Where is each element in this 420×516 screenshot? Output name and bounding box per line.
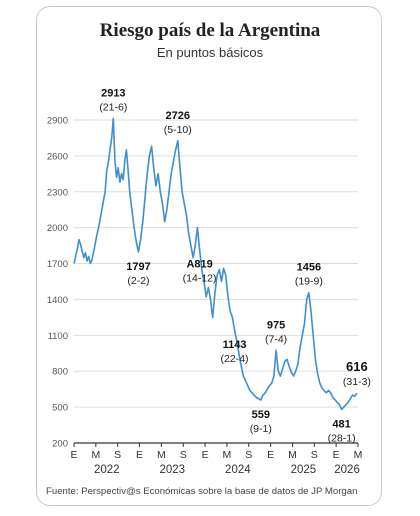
x-tick-label: S [180,449,187,461]
y-tick-label: 500 [52,403,68,414]
annotation-value: 616 [346,359,368,374]
x-tick-label: E [202,449,209,461]
annotation-date: (28-1) [328,432,356,444]
x-tick-label: E [333,449,340,461]
y-tick-label: 200 [52,439,68,450]
x-tick-label: E [136,449,143,461]
annotation-date: (7-4) [265,333,287,345]
x-tick-label: E [70,449,77,461]
x-tick-label: S [311,449,318,461]
chart-subtitle: En puntos básicos [156,45,264,60]
annotation-date: (9-1) [250,423,272,435]
y-axis-ticks: 2900 2600 2300 2000 1700 1400 1100 800 500 200 [47,115,68,449]
annotation-value: 1456 [297,262,321,274]
line-chart: 2900 2600 2300 2000 1700 1400 1100 800 500 200 E M… [47,87,371,476]
y-tick-label: 1400 [47,295,68,306]
source-note: Fuente: Perspectiv@s Económicas sobre la… [46,486,358,497]
annotation-date: (19-9) [295,276,323,288]
annotation-value: 975 [267,319,285,331]
x-tick-label: M [157,449,166,461]
grid-lines [74,119,358,408]
annotation-date: (22-4) [221,353,249,365]
x-year-label: 2022 [94,464,120,476]
y-tick-label: 2000 [47,223,68,234]
annotation-date: (21-6) [99,101,127,113]
x-year-label: 2025 [291,464,317,476]
series-line [73,117,358,411]
x-tick-label: S [245,449,252,461]
x-year-label: 2026 [334,464,360,476]
y-tick-label: 800 [52,367,68,378]
annotation-value: A819 [186,258,212,270]
y-tick-label: 1700 [47,259,68,270]
x-tick-label: M [91,449,100,461]
y-tick-label: 2900 [47,115,68,126]
series-path [73,117,358,411]
annotation-value: 481 [332,418,350,430]
x-year-label: 2024 [225,464,251,476]
y-tick-label: 2300 [47,187,68,198]
annotation-date: (31-3) [343,376,371,388]
x-tick-label: S [114,449,121,461]
annotations: 2913 (21-6) 1797 (2-2) 2726 (5-10) A819 (14-12)… [99,87,371,444]
y-tick-label: 1100 [48,331,68,342]
annotation-date: (5-10) [164,124,192,136]
annotation-value: 2913 [101,87,125,99]
annotation-date: (14-12) [183,272,217,284]
annotation-value: 1797 [126,261,150,273]
y-tick-label: 2600 [47,151,68,162]
annotation-value: 2726 [166,110,190,122]
x-tick-label: M [223,449,232,461]
chart-title: Riesgo país de la Argentina [99,20,321,41]
annotation-date: (2-2) [127,275,149,287]
x-tick-label: E [267,449,274,461]
x-year-label: 2023 [160,464,186,476]
x-tick-label: M [354,449,363,461]
chart-frame [36,6,382,506]
x-axis: E M S E M S E M S E M S E M 2022 2023 2024 2025 2026 [70,442,363,476]
x-tick-label: M [288,449,297,461]
annotation-value: 559 [252,409,270,421]
annotation-value: 1143 [223,339,247,351]
